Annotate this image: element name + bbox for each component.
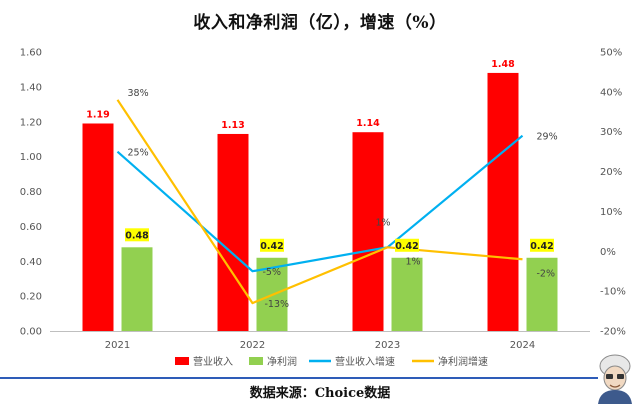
x-tick-label: 2023 <box>375 340 400 351</box>
x-tick-label: 2022 <box>240 340 265 351</box>
value-label-highlight <box>395 238 419 252</box>
chart-title: 收入和净利润（亿），增速（%） <box>193 13 447 33</box>
bar-net-profit <box>121 247 153 331</box>
y-left-tick-label: 0.20 <box>20 292 42 303</box>
bar-revenue <box>82 123 114 332</box>
y-right-tick-label: 0% <box>600 247 616 258</box>
y-left-tick-label: 0.80 <box>20 187 42 198</box>
bar-value-label: 1.13 <box>221 120 244 131</box>
value-label-highlight <box>260 238 284 252</box>
x-tick-label: 2021 <box>105 340 130 351</box>
bar-value-label: 1.48 <box>491 59 515 70</box>
y-right-tick-label: 20% <box>600 167 622 178</box>
y-left-tick-label: 0.40 <box>20 257 42 268</box>
bar-revenue <box>352 132 384 331</box>
bar-value-label: 0.48 <box>125 230 149 241</box>
growth-value-label: 29% <box>537 132 558 143</box>
y-left-tick-label: 0.60 <box>20 222 42 233</box>
bar-value-label: 0.42 <box>260 241 283 252</box>
growth-value-label: 25% <box>128 148 149 159</box>
growth-value-label: -13% <box>265 299 290 310</box>
y-left-tick-label: 1.00 <box>20 152 42 163</box>
growth-value-label: 1% <box>406 256 421 267</box>
bar-value-label: 1.19 <box>86 109 109 120</box>
value-label-highlight <box>530 238 554 252</box>
bar-net-profit <box>526 257 558 331</box>
bar-value-label: 0.42 <box>530 241 553 252</box>
line-revenue-growth <box>116 134 524 273</box>
avatar-icon <box>598 354 632 404</box>
legend-swatch <box>249 357 263 365</box>
y-right-tick-label: -10% <box>600 287 626 298</box>
value-label-highlight <box>125 228 149 242</box>
y-left-tick-label: 1.20 <box>20 117 42 128</box>
bar-value-label: 0.42 <box>395 241 418 252</box>
y-right-tick-label: 50% <box>600 48 622 59</box>
y-right-tick-label: 30% <box>600 127 622 138</box>
line-net-profit-growth <box>116 99 523 305</box>
y-right-tick-label: -20% <box>600 327 626 338</box>
bar-net-profit <box>391 257 423 331</box>
y-left-tick-label: 1.60 <box>20 48 42 59</box>
growth-value-label: -2% <box>537 268 556 279</box>
y-right-tick-label: 40% <box>600 87 622 98</box>
bar-value-label: 1.14 <box>356 118 380 129</box>
legend-label: 营业收入增速 <box>335 355 395 368</box>
growth-value-label: 1% <box>376 217 391 228</box>
x-tick-label: 2024 <box>510 340 535 351</box>
bottom-rule <box>0 377 598 379</box>
bar-revenue <box>487 72 519 332</box>
legend-label: 营业收入 <box>193 355 233 368</box>
bar-revenue <box>217 133 249 331</box>
y-left-tick-label: 0.00 <box>20 327 42 338</box>
legend-label: 净利润 <box>267 355 297 368</box>
growth-value-label: 38% <box>128 88 149 99</box>
legend-label: 净利润增速 <box>438 355 488 368</box>
y-right-tick-label: 10% <box>600 207 622 218</box>
source-note: 数据来源：Choice数据 <box>249 386 391 401</box>
y-left-tick-label: 1.40 <box>20 82 42 93</box>
legend-swatch <box>175 357 189 365</box>
growth-value-label: -5% <box>263 267 282 278</box>
